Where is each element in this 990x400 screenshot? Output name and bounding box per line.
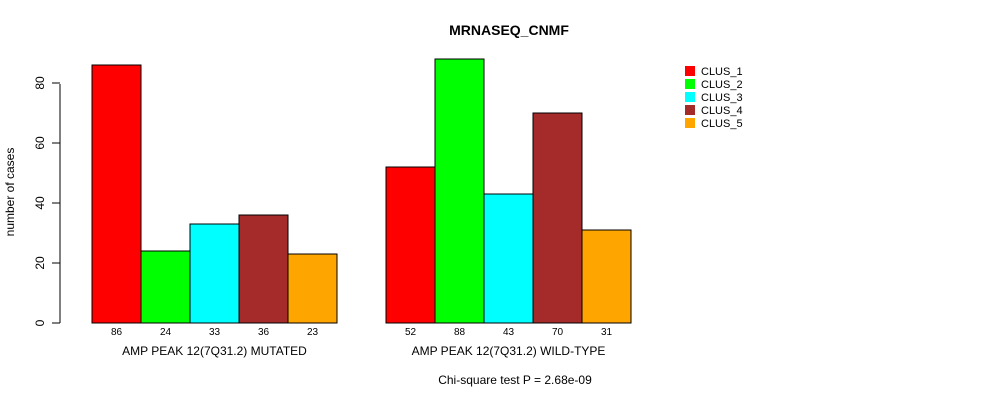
chi-square-annotation: Chi-square test P = 2.68e-09 — [438, 373, 592, 387]
bar-value-label: 36 — [258, 327, 270, 338]
legend-label: CLUS_3 — [701, 92, 743, 104]
y-tick-label: 80 — [33, 76, 47, 90]
bar-value-label: 52 — [405, 327, 417, 338]
bar-clus-3-0 — [189, 223, 240, 324]
bar-clus-1-0 — [91, 64, 142, 324]
y-tick-label: 60 — [33, 136, 47, 150]
bar-value-label: 43 — [503, 327, 515, 338]
group-label: AMP PEAK 12(7Q31.2) WILD-TYPE — [412, 344, 606, 358]
bar-clus-2-1 — [434, 58, 485, 324]
bar-value-label: 31 — [601, 327, 613, 338]
chart-title: MRNASEQ_CNMF — [449, 22, 569, 38]
group-label: AMP PEAK 12(7Q31.2) MUTATED — [122, 344, 307, 358]
legend-label: CLUS_1 — [701, 66, 743, 78]
y-axis-label: number of cases — [3, 148, 17, 237]
y-tick-label: 40 — [33, 196, 47, 210]
bar-clus-3-1 — [483, 193, 534, 324]
bar-clus-4-0 — [238, 214, 289, 324]
legend-swatch — [685, 118, 695, 128]
y-tick-label: 0 — [33, 319, 47, 326]
legend-label: CLUS_2 — [701, 79, 743, 91]
bar-value-label: 33 — [209, 327, 221, 338]
bar-value-label: 70 — [552, 327, 564, 338]
legend-swatch — [685, 105, 695, 115]
legend-label: CLUS_4 — [701, 105, 743, 117]
bar-value-label: 24 — [160, 327, 172, 338]
bar-clus-5-0 — [287, 253, 338, 324]
legend-swatch — [685, 66, 695, 76]
bar-clus-1-1 — [385, 166, 436, 324]
bar-value-label: 88 — [454, 327, 466, 338]
legend-swatch — [685, 79, 695, 89]
y-tick-label: 20 — [33, 256, 47, 270]
bar-clus-2-0 — [140, 250, 191, 324]
bar-clus-4-1 — [532, 112, 583, 324]
legend-label: CLUS_5 — [701, 118, 743, 130]
legend-swatch — [685, 92, 695, 102]
bar-value-label: 23 — [307, 327, 319, 338]
bar-value-label: 86 — [111, 327, 123, 338]
bar-clus-5-1 — [581, 229, 632, 324]
